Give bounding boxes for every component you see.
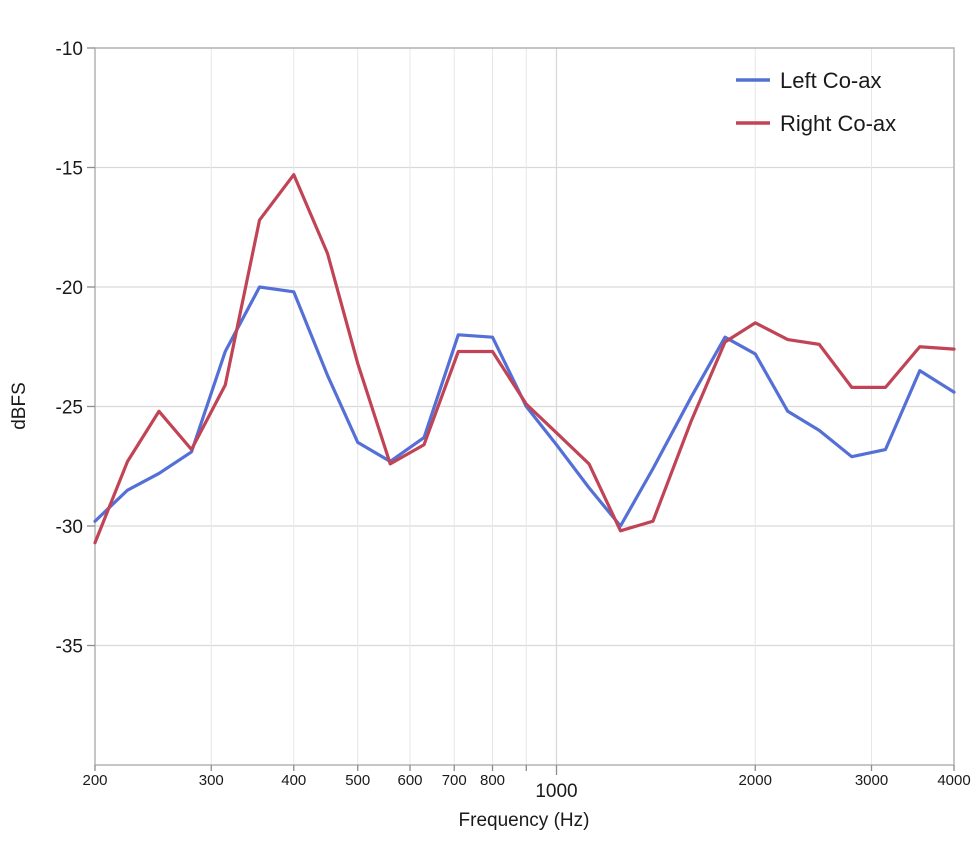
grid xyxy=(95,47,954,765)
x-tick-label: 200 xyxy=(82,772,107,789)
x-tick-label: 2000 xyxy=(739,772,772,789)
axis-ticks: -10 -15 -20 -25 -30 -35 200 300 400 500 600 700 800 1… xyxy=(56,39,971,802)
y-tick-label: -15 xyxy=(56,159,83,180)
series-group xyxy=(93,173,956,545)
x-tick-label: 3000 xyxy=(855,772,888,789)
y-tick-label: -35 xyxy=(56,637,83,658)
y-tick-label: -30 xyxy=(56,517,83,538)
y-axis-label: dBFS xyxy=(9,382,30,430)
legend-label: Left Co-ax xyxy=(780,68,882,93)
x-tick-label: 600 xyxy=(398,772,423,789)
x-tick-label: 500 xyxy=(345,772,370,789)
y-tick-label: -20 xyxy=(56,278,83,299)
x-axis-label: Frequency (Hz) xyxy=(459,810,590,831)
legend-label: Right Co-ax xyxy=(780,111,896,136)
series-line-1 xyxy=(93,173,956,545)
x-tick-label: 800 xyxy=(480,772,505,789)
y-tick-label: -10 xyxy=(56,39,83,60)
x-tick-label: 4000 xyxy=(937,772,970,789)
y-tick-label: -25 xyxy=(56,398,83,419)
legend: Left Co-ax Right Co-ax xyxy=(736,68,896,136)
x-tick-label: 700 xyxy=(442,772,467,789)
x-tick-label: 1000 xyxy=(535,781,577,802)
x-tick-label: 300 xyxy=(199,772,224,789)
x-tick-label: 400 xyxy=(281,772,306,789)
